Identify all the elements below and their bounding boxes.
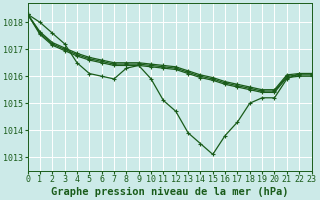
X-axis label: Graphe pression niveau de la mer (hPa): Graphe pression niveau de la mer (hPa) (51, 186, 288, 197)
